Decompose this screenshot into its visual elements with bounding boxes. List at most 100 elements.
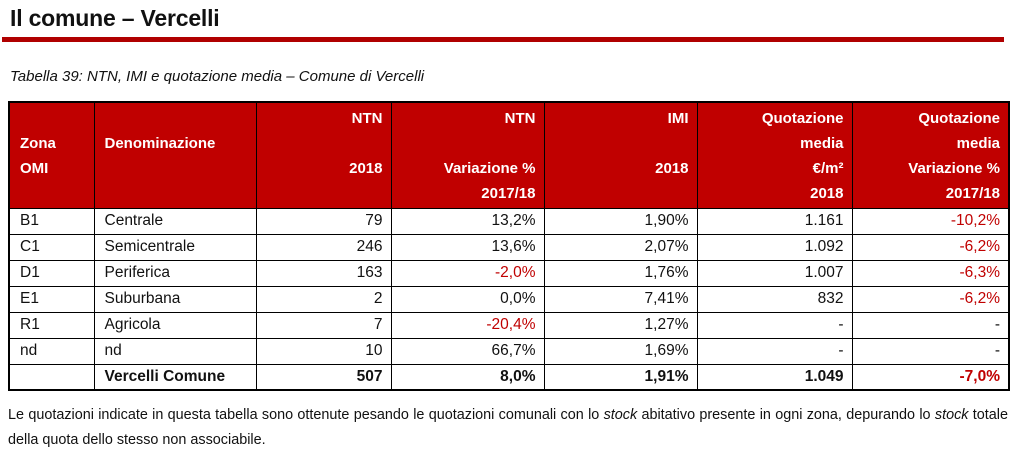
- header-line: [95, 156, 256, 181]
- header-line: 2018: [810, 185, 844, 202]
- cell-quotazione-variazione: -6,3%: [851, 259, 1010, 287]
- cell-ntn-2018: 7: [255, 311, 392, 339]
- table-row: nd nd 10 66,7% 1,69% - -: [8, 337, 1010, 365]
- col-header-ntn-2018: NTN 2018: [255, 101, 392, 209]
- header-line: Quotazione: [918, 110, 1000, 127]
- col-header-quotazione-variazione: Quotazione media Variazione % 2017/18: [851, 101, 1010, 209]
- cell-imi-2018: 1,91%: [543, 363, 698, 391]
- header-line: Denominazione: [104, 135, 216, 152]
- col-header-imi-2018: IMI 2018: [543, 101, 698, 209]
- title-rule: [2, 37, 1004, 42]
- cell-denominazione: Centrale: [93, 207, 257, 235]
- header-line: Zona: [20, 135, 56, 152]
- cell-zona: nd: [8, 337, 95, 365]
- footnote-stock-italic: stock: [603, 407, 638, 423]
- header-row: Zona OMI Denominazione NTN 2018: [8, 101, 1010, 209]
- cell-ntn-2018: 2: [255, 285, 392, 313]
- cell-imi-2018: 2,07%: [543, 233, 698, 261]
- footnote-stock-italic: stock: [934, 407, 969, 423]
- cell-ntn-variazione: 13,2%: [390, 207, 545, 235]
- cell-imi-2018: 1,27%: [543, 311, 698, 339]
- cell-imi-2018: 1,76%: [543, 259, 698, 287]
- header-line: media: [956, 135, 1000, 152]
- cell-zona: [8, 363, 95, 391]
- table-caption: Tabella 39: NTN, IMI e quotazione media …: [10, 68, 425, 85]
- cell-quotazione-variazione: -: [851, 311, 1010, 339]
- header-line: [545, 131, 697, 156]
- footnote-text: Le quotazioni indicate in questa tabella…: [8, 407, 604, 423]
- page-title: Il comune – Vercelli: [10, 5, 220, 31]
- cell-ntn-variazione: -20,4%: [390, 311, 545, 339]
- cell-quotazione-media: 832: [696, 285, 853, 313]
- header-line: [257, 181, 391, 206]
- cell-zona: D1: [8, 259, 95, 287]
- footnote-text: totale della quota dello stesso non asso…: [8, 407, 1008, 448]
- header-line: Variazione %: [908, 160, 1000, 177]
- header-line: OMI: [20, 160, 49, 177]
- table-row: D1 Periferica 163 -2,0% 1,76% 1.007 -6,3…: [8, 259, 1010, 287]
- header-line: [95, 181, 256, 206]
- cell-imi-2018: 1,69%: [543, 337, 698, 365]
- table-header: Zona OMI Denominazione NTN 2018: [8, 101, 1010, 209]
- footnote-text: abitativo presente in ogni zona, depuran…: [637, 407, 935, 423]
- cell-ntn-variazione: 0,0%: [390, 285, 545, 313]
- table-footnote: Le quotazioni indicate in questa tabella…: [8, 403, 1008, 453]
- cell-quotazione-media: 1.007: [696, 259, 853, 287]
- cell-denominazione: Vercelli Comune: [93, 363, 257, 391]
- cell-quotazione-variazione: -10,2%: [851, 207, 1010, 235]
- header-line: NTN: [351, 110, 383, 127]
- cell-imi-2018: 7,41%: [543, 285, 698, 313]
- cell-ntn-2018: 10: [255, 337, 392, 365]
- header-line: Quotazione: [761, 110, 844, 127]
- header-line: [392, 131, 544, 156]
- col-header-denominazione: Denominazione: [93, 101, 257, 209]
- cell-ntn-2018: 246: [255, 233, 392, 261]
- header-line: [545, 181, 697, 206]
- col-header-ntn-variazione: NTN Variazione % 2017/18: [390, 101, 545, 209]
- cell-zona: B1: [8, 207, 95, 235]
- header-line: 2018: [349, 160, 383, 177]
- cell-quotazione-variazione: -6,2%: [851, 233, 1010, 261]
- header-line: 2018: [655, 160, 689, 177]
- cell-ntn-variazione: 66,7%: [390, 337, 545, 365]
- col-header-zona-omi: Zona OMI: [8, 101, 95, 209]
- header-line: [257, 131, 391, 156]
- cell-zona: E1: [8, 285, 95, 313]
- cell-imi-2018: 1,90%: [543, 207, 698, 235]
- cell-ntn-variazione: 13,6%: [390, 233, 545, 261]
- cell-denominazione: nd: [93, 337, 257, 365]
- table-body: B1 Centrale 79 13,2% 1,90% 1.161 -10,2% …: [8, 207, 1010, 391]
- report-page: Il comune – Vercelli Tabella 39: NTN, IM…: [2, 5, 1010, 453]
- cell-ntn-2018: 79: [255, 207, 392, 235]
- table-row: E1 Suburbana 2 0,0% 7,41% 832 -6,2%: [8, 285, 1010, 313]
- cell-ntn-variazione: -2,0%: [390, 259, 545, 287]
- header-line: 2017/18: [945, 185, 1000, 202]
- cell-zona: R1: [8, 311, 95, 339]
- header-line: €/m²: [812, 160, 844, 177]
- table-row: C1 Semicentrale 246 13,6% 2,07% 1.092 -6…: [8, 233, 1010, 261]
- omi-data-table: Zona OMI Denominazione NTN 2018: [8, 101, 1010, 391]
- cell-quotazione-media: 1.049: [696, 363, 853, 391]
- col-header-quotazione-media: Quotazione media €/m² 2018: [696, 101, 853, 209]
- cell-denominazione: Periferica: [93, 259, 257, 287]
- cell-quotazione-variazione: -6,2%: [851, 285, 1010, 313]
- cell-quotazione-media: 1.161: [696, 207, 853, 235]
- cell-quotazione-variazione: -7,0%: [851, 363, 1010, 391]
- header-line: [95, 106, 256, 131]
- cell-zona: C1: [8, 233, 95, 261]
- cell-ntn-2018: 163: [255, 259, 392, 287]
- header-line: NTN: [504, 110, 536, 127]
- header-line: IMI: [667, 110, 689, 127]
- cell-denominazione: Semicentrale: [93, 233, 257, 261]
- cell-quotazione-media: 1.092: [696, 233, 853, 261]
- header-line: [10, 106, 94, 131]
- cell-quotazione-variazione: -: [851, 337, 1010, 365]
- table-row: B1 Centrale 79 13,2% 1,90% 1.161 -10,2%: [8, 207, 1010, 235]
- cell-denominazione: Suburbana: [93, 285, 257, 313]
- cell-ntn-2018: 507: [255, 363, 392, 391]
- header-line: [10, 181, 94, 206]
- header-line: Variazione %: [443, 160, 536, 177]
- header-line: 2017/18: [481, 185, 536, 202]
- cell-quotazione-media: -: [696, 311, 853, 339]
- table-row: R1 Agricola 7 -20,4% 1,27% - -: [8, 311, 1010, 339]
